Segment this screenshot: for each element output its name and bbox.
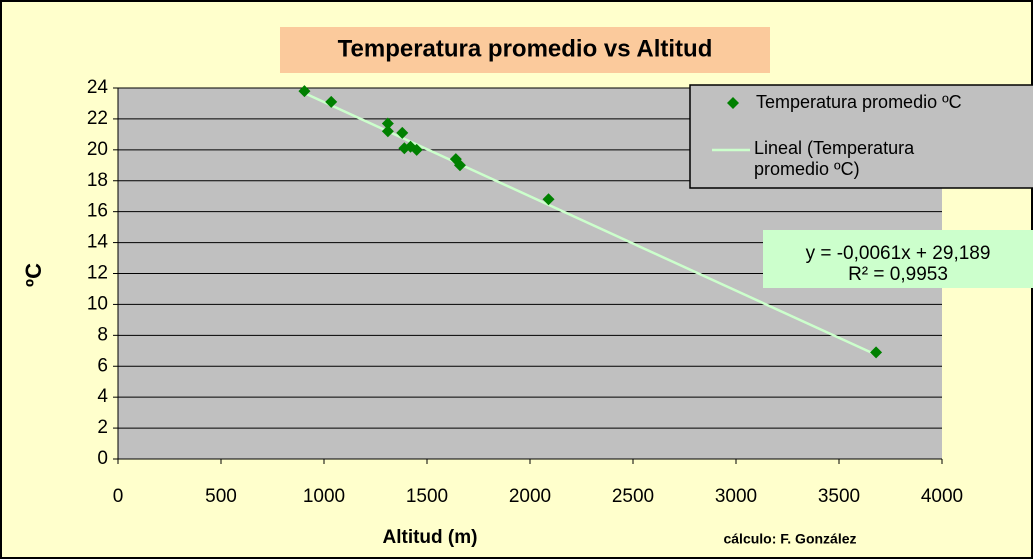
x-axis-label: Altitud (m) (383, 527, 478, 548)
data-point (453, 159, 466, 172)
trend-line (303, 91, 877, 356)
title-box (280, 27, 770, 73)
credit: cálculo: F. González (723, 531, 856, 547)
data-point (381, 125, 394, 138)
data-point (396, 126, 409, 139)
legend-trend-wrap: Lineal (Temperatura promedio ºC) (754, 138, 915, 179)
y-tick-label: 8 (97, 324, 108, 345)
data-point (870, 346, 883, 359)
legend (689, 84, 1033, 189)
y-tick-label: 20 (87, 139, 108, 160)
y-tick-label: 22 (87, 108, 108, 129)
y-tick-label: 14 (87, 232, 109, 253)
x-tick-label: 500 (205, 486, 237, 507)
y-tick-label: 2 (97, 417, 108, 438)
x-tick-label: 1500 (406, 486, 448, 507)
chart-title: Temperatura promedio vs Altitud (338, 35, 713, 62)
data-point (325, 95, 338, 108)
data-point (542, 193, 555, 206)
y-axis-label: ºC (21, 263, 46, 287)
legend-marker (727, 97, 739, 109)
y-tick-label: 12 (87, 263, 108, 284)
data-point (298, 85, 311, 98)
data-point (410, 143, 423, 156)
legend-trend-label: Lineal (Temperatura promedio ºC) (754, 138, 915, 179)
x-tick-label: 2000 (509, 486, 551, 507)
legend-label: Temperatura promedio ºC (756, 92, 962, 112)
x-tick-label: 4000 (921, 486, 963, 507)
x-tick-label: 2500 (612, 486, 654, 507)
y-tick-label: 6 (97, 355, 108, 376)
y-tick-label: 16 (87, 201, 108, 222)
x-tick-label: 3000 (715, 486, 757, 507)
x-tick-label: 1000 (303, 486, 345, 507)
x-tick-label: 0 (113, 486, 124, 507)
y-tick-label: 0 (97, 448, 108, 469)
y-tick-label: 18 (87, 170, 108, 191)
y-tick-label: 10 (87, 293, 108, 314)
equation-box (763, 230, 1033, 288)
data-point (381, 117, 394, 130)
y-tick-label: 24 (87, 77, 109, 98)
trend-equation: y = -0,0061x + 29,189 (806, 243, 991, 264)
trend-r-squared: R² = 0,9953 (848, 264, 948, 285)
x-tick-label: 3500 (818, 486, 860, 507)
y-tick-label: 4 (97, 386, 108, 407)
